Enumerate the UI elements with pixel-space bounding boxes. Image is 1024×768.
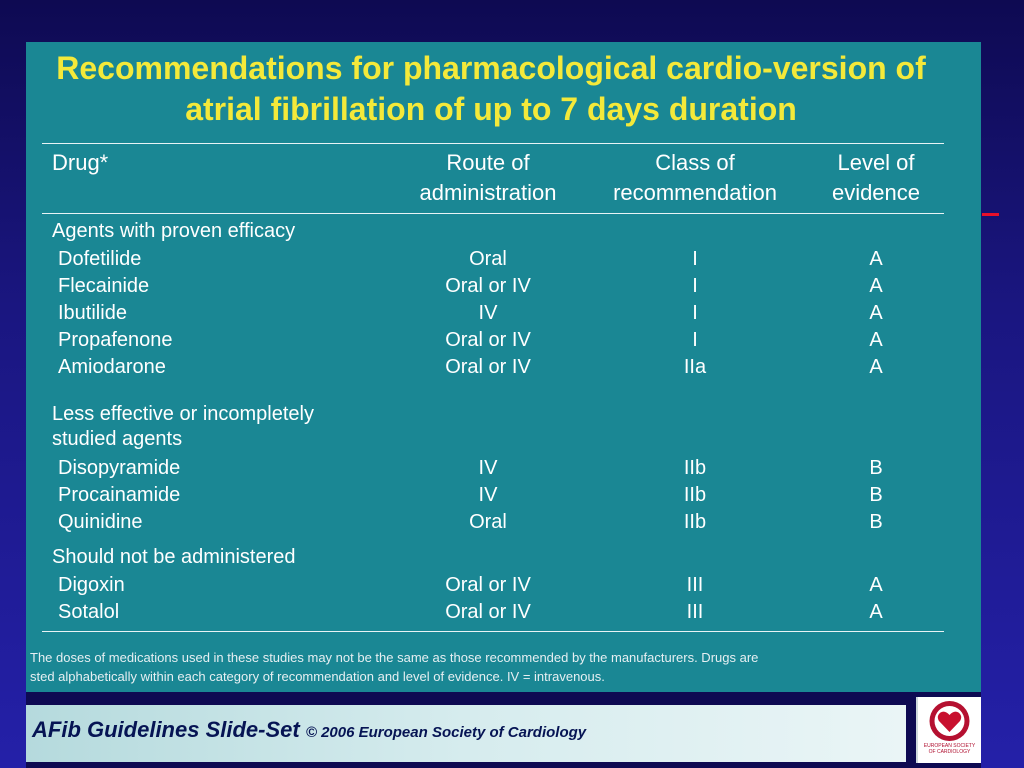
footer-copyright: © 2006 European Society of Cardiology xyxy=(305,724,587,741)
header-level-line1: Level of xyxy=(837,150,915,175)
header-route: Route of administration xyxy=(398,148,578,208)
drug-cell: Quinidine xyxy=(58,511,143,533)
header-class-line2: recommendation xyxy=(613,180,777,205)
table-bottom-rule xyxy=(42,631,944,632)
drug-cell: Sotalol xyxy=(58,601,120,623)
class-cell: IIa xyxy=(683,356,707,378)
route-cell: Oral or IV xyxy=(445,574,531,596)
class-cell: III xyxy=(686,574,704,596)
route-cell: IV xyxy=(478,302,498,324)
level-cell: B xyxy=(869,457,883,479)
route-cell: Oral xyxy=(469,248,507,270)
class-cell: I xyxy=(692,248,698,270)
route-cell: Oral or IV xyxy=(445,601,531,623)
footnote: The doses of medications used in these s… xyxy=(26,648,981,686)
heart-icon xyxy=(929,701,970,741)
route-cell: IV xyxy=(478,484,498,506)
category-label: Agents with proven efficacy xyxy=(52,219,295,244)
level-cell: A xyxy=(869,248,883,270)
drug-cell: Disopyramide xyxy=(58,457,181,479)
category-line: Less effective or incompletely xyxy=(52,403,314,425)
footnote-line2: sted alphabetically within each category… xyxy=(30,669,605,684)
class-cell: I xyxy=(692,275,698,297)
route-cell: Oral or IV xyxy=(445,329,531,351)
route-cell: Oral or IV xyxy=(445,356,531,378)
logo-text: EUROPEAN SOCIETY OF CARDIOLOGY xyxy=(923,743,976,755)
level-cell: A xyxy=(869,356,883,378)
level-cell: A xyxy=(869,302,883,324)
footnote-line1: The doses of medications used in these s… xyxy=(30,650,759,665)
drug-cell: Propafenone xyxy=(58,329,173,351)
class-cell: IIb xyxy=(683,484,707,506)
header-level: Level of evidence xyxy=(816,148,936,208)
class-cell: I xyxy=(692,329,698,351)
route-cell: Oral or IV xyxy=(445,275,531,297)
header-level-line2: evidence xyxy=(831,180,921,205)
class-cell: I xyxy=(692,302,698,324)
esc-logo: EUROPEAN SOCIETY OF CARDIOLOGY xyxy=(916,697,981,763)
footer-band: AFib Guidelines Slide-Set © 2006 Europea… xyxy=(26,705,906,762)
category-line: Agents with proven efficacy xyxy=(52,220,296,242)
drug-cell: Ibutilide xyxy=(58,302,127,324)
slide-title: Recommendations for pharmacological card… xyxy=(56,50,926,127)
class-cell: III xyxy=(686,601,704,623)
drug-cell: Digoxin xyxy=(58,574,125,596)
slide-panel: Recommendations for pharmacological card… xyxy=(26,42,981,768)
category-line: studied agents xyxy=(52,428,183,450)
header-class: Class of recommendation xyxy=(592,148,798,208)
level-cell: A xyxy=(869,329,883,351)
level-cell: A xyxy=(869,574,883,596)
drug-cell: Flecainide xyxy=(58,275,150,297)
header-route-line2: administration xyxy=(419,180,557,205)
category-line: Should not be administered xyxy=(52,546,296,568)
level-cell: B xyxy=(869,484,883,506)
table-header-rule xyxy=(42,213,944,214)
level-cell: A xyxy=(869,275,883,297)
drug-cell: Dofetilide xyxy=(58,248,142,270)
category-label: Less effective or incompletely studied a… xyxy=(52,402,314,452)
header-drug: Drug* xyxy=(52,150,109,175)
category-label: Should not be administered xyxy=(52,545,296,570)
level-cell: A xyxy=(869,601,883,623)
table-top-rule xyxy=(42,143,944,144)
route-cell: Oral xyxy=(469,511,507,533)
red-accent-mark xyxy=(982,213,999,216)
level-cell: B xyxy=(869,511,883,533)
drug-cell: Amiodarone xyxy=(58,356,166,378)
footer-text: AFib Guidelines Slide-Set © 2006 Europea… xyxy=(32,717,586,743)
footer-title: AFib Guidelines Slide-Set xyxy=(32,717,300,742)
route-cell: IV xyxy=(478,457,498,479)
class-cell: IIb xyxy=(683,511,707,533)
drug-cell: Procainamide xyxy=(58,484,181,506)
header-route-line1: Route of xyxy=(446,150,530,175)
header-class-line1: Class of xyxy=(655,150,735,175)
class-cell: IIb xyxy=(683,457,707,479)
